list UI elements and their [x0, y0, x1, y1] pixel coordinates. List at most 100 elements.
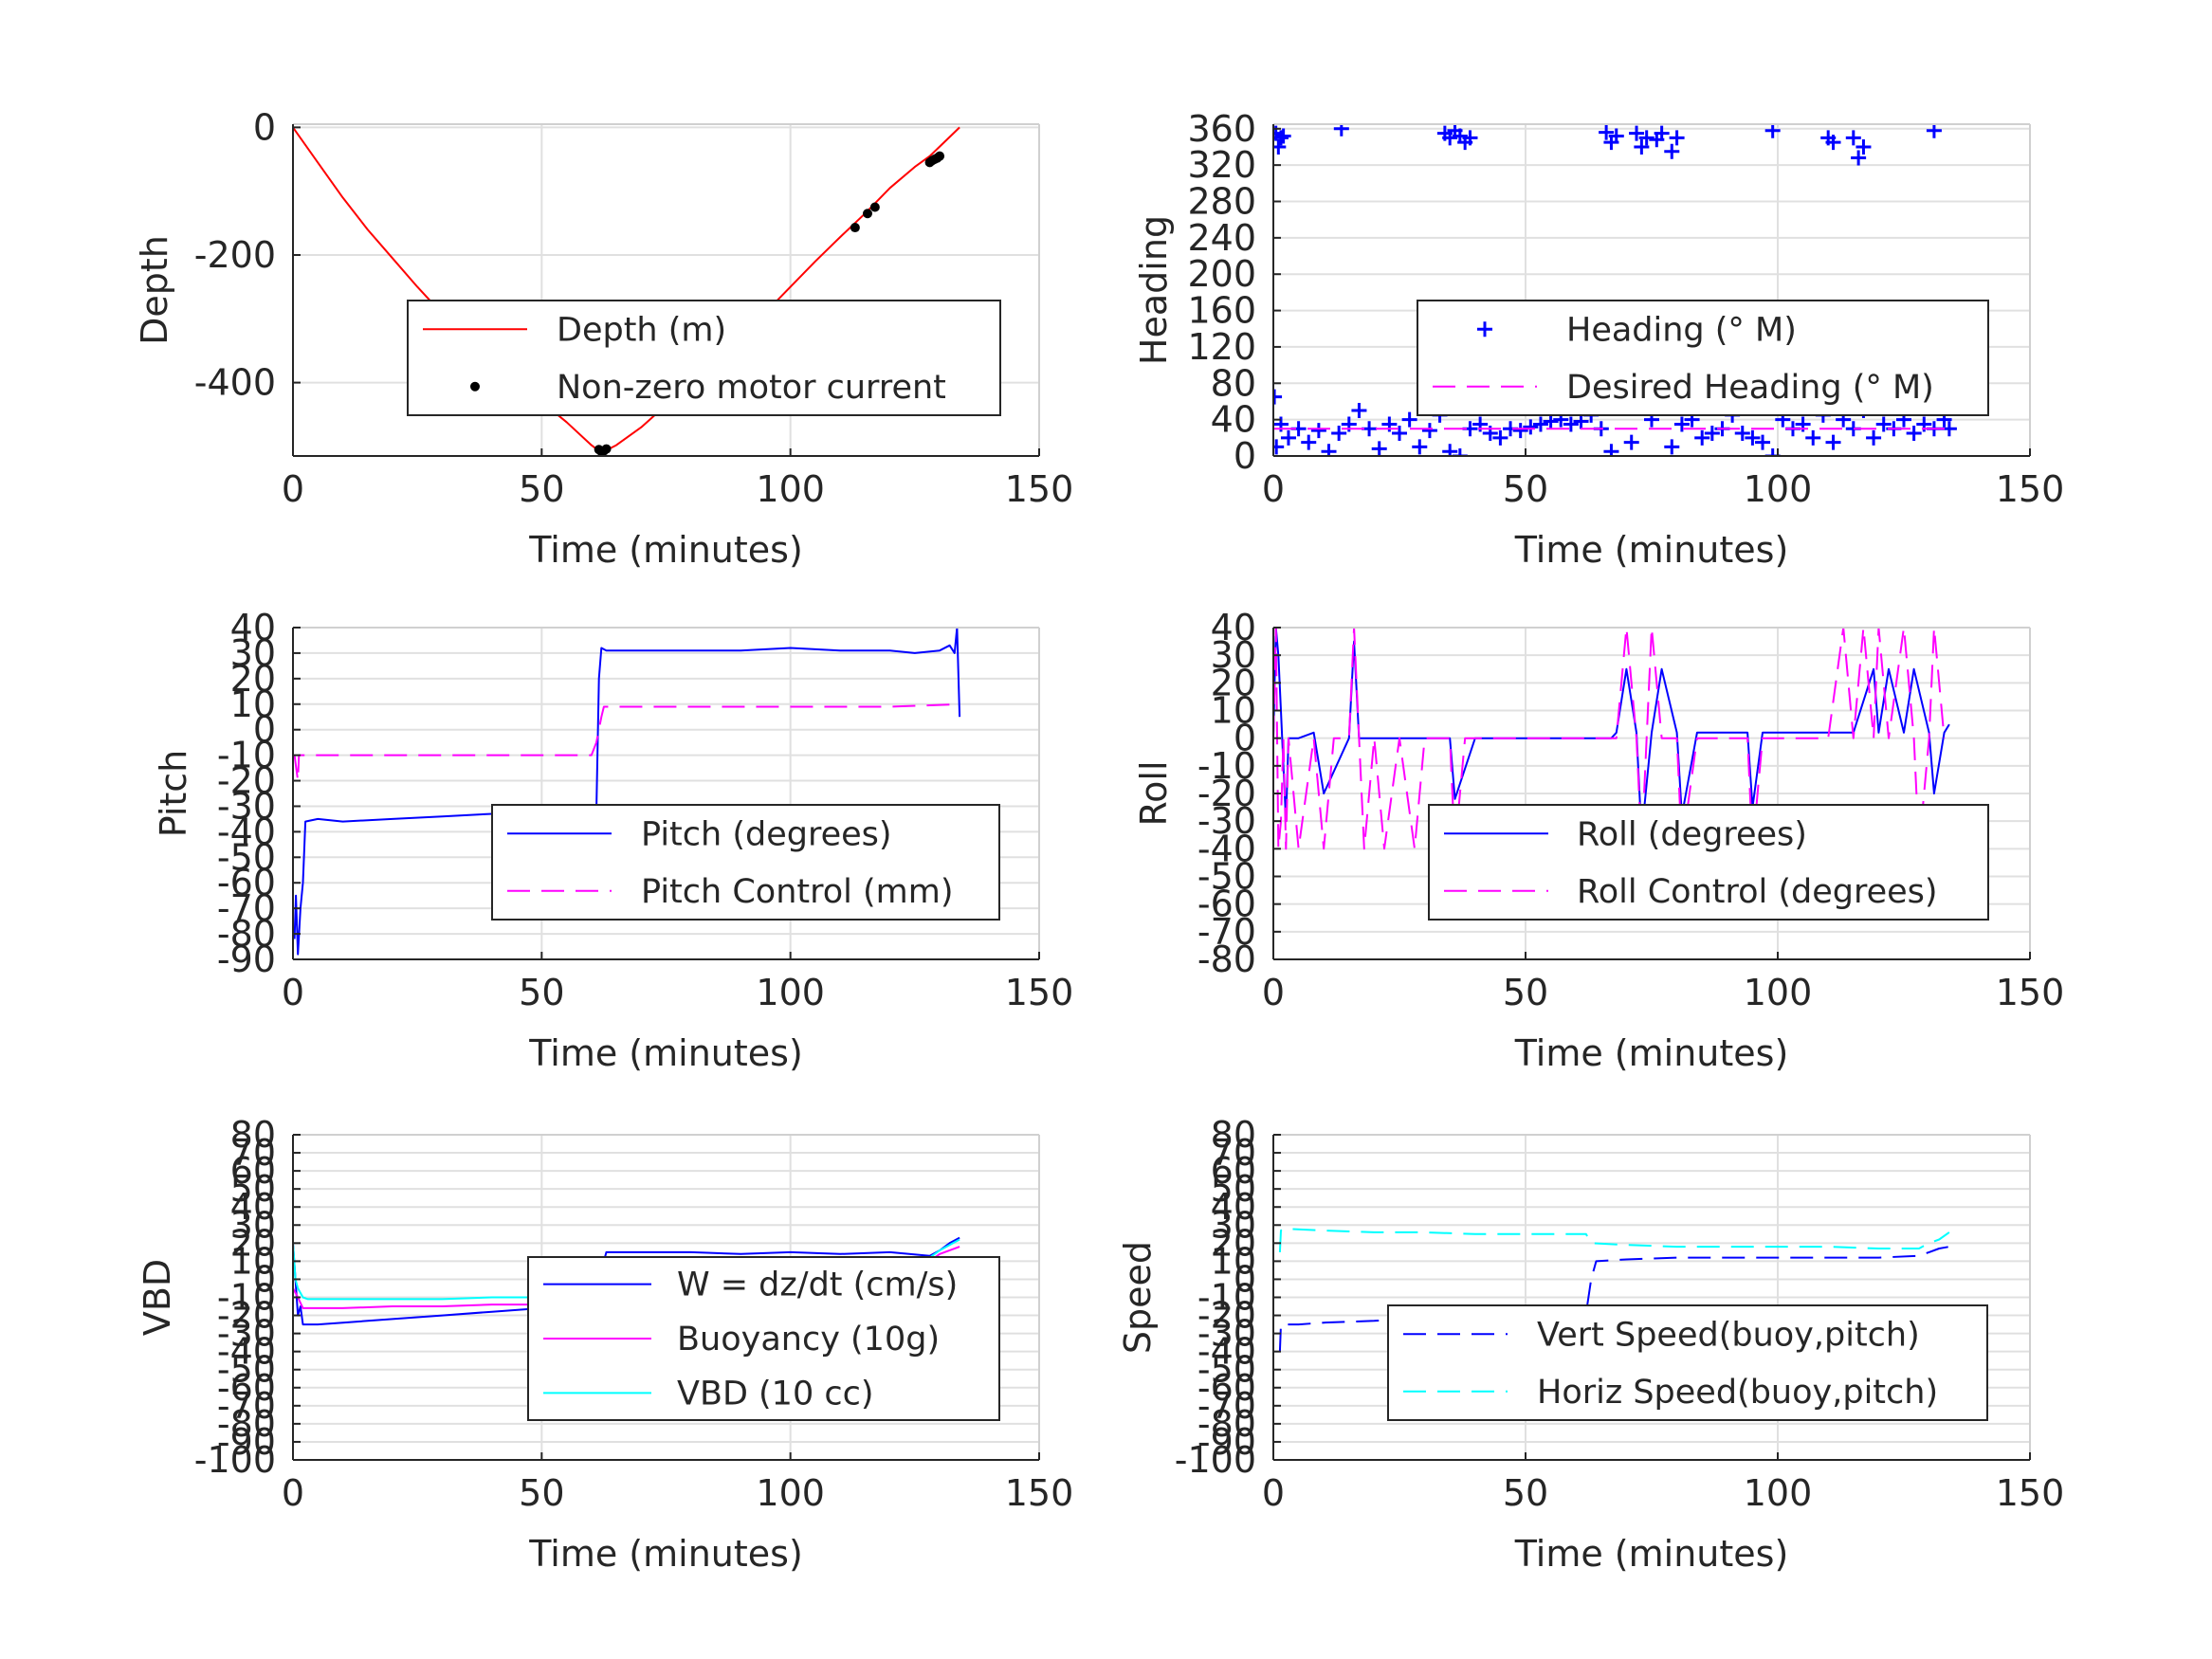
legend-label: Pitch Control (mm): [641, 873, 953, 911]
y-tick-label: -70: [1197, 911, 1256, 953]
y-tick-label: -50: [217, 836, 276, 878]
y-tick-label: 0: [1234, 435, 1256, 477]
heading-series-0-markers: [1273, 124, 1957, 456]
y-tick-label: -30: [217, 1313, 276, 1355]
depth-panel: 0 50 100 150 0 -200 -400 Time (minutes) Depth Dep…: [134, 106, 1073, 571]
y-tick-label: 280: [1187, 181, 1256, 223]
y-tick-label: 160: [1187, 290, 1256, 332]
legend-box: [407, 300, 1001, 416]
x-tick-label: 100: [756, 1472, 825, 1514]
y-tick-label: 20: [230, 1222, 276, 1264]
x-tick-label: 50: [1503, 1472, 1548, 1514]
heading-point: [1856, 138, 1872, 155]
y-tick-label: -20: [1197, 1295, 1256, 1337]
heading-point: [1851, 150, 1867, 166]
legend-label: Depth (m): [557, 311, 726, 349]
speed-legend: Vert Speed(buoy,pitch) Horiz Speed(buoy,p…: [1387, 1304, 1988, 1421]
heading-plot-area: [1273, 124, 1957, 456]
legend-label: Desired Heading (° M): [1566, 369, 1934, 407]
y-tick-label: 200: [1187, 253, 1256, 295]
heading-point: [1512, 423, 1528, 439]
y-tick-label: 0: [253, 709, 276, 751]
pitch-y-axis-label: Pitch: [153, 750, 194, 838]
heading-point: [1599, 124, 1615, 140]
y-tick-label: 60: [1211, 1150, 1256, 1192]
x-tick-label: 100: [1744, 468, 1813, 510]
heading-point: [1523, 419, 1539, 435]
heading-point: [1654, 125, 1670, 141]
speed-series-0-line: [1278, 1246, 1950, 1352]
legend-label: W = dz/dt (cm/s): [677, 1267, 958, 1304]
y-tick-label: -80: [1197, 939, 1256, 980]
legend-label: Horiz Speed(buoy,pitch): [1537, 1374, 1938, 1412]
x-tick-label: 50: [519, 468, 564, 510]
heading-point: [1745, 429, 1761, 446]
heading-point: [1875, 416, 1892, 432]
heading-point: [1704, 426, 1720, 442]
legend-box: [1428, 804, 1989, 921]
y-tick-label: 10: [1211, 1240, 1256, 1282]
y-tick-label: 360: [1187, 108, 1256, 150]
heading-point: [1532, 416, 1548, 432]
roll-y-axis-label: Roll: [1133, 760, 1175, 826]
speed-x-axis-label: Time (minutes): [1514, 1533, 1789, 1575]
y-tick-label: 20: [1211, 662, 1256, 703]
y-tick-label: 40: [230, 607, 276, 648]
motor-current-point: [869, 202, 880, 212]
heading-point: [1573, 413, 1589, 429]
y-tick-label: 80: [230, 1114, 276, 1156]
pitch-plot-area: [293, 628, 961, 956]
y-tick-label: -100: [194, 1439, 276, 1481]
y-tick-label: 320: [1187, 144, 1256, 186]
x-tick-label: 150: [1005, 1472, 1074, 1514]
y-tick-label: -80: [1197, 1403, 1256, 1445]
y-tick-label: -10: [1197, 1277, 1256, 1319]
y-tick-label: 60: [230, 1150, 276, 1192]
y-tick-label: -50: [217, 1349, 276, 1391]
x-tick-label: 50: [1503, 468, 1548, 510]
legend-label: Buoyancy (10g): [677, 1321, 940, 1358]
y-tick-label: 40: [230, 1186, 276, 1228]
heading-point: [1275, 128, 1291, 144]
x-tick-label: 0: [282, 972, 304, 1013]
legend-label: Non-zero motor current: [557, 369, 946, 407]
y-tick-label: 120: [1187, 326, 1256, 368]
depth-x-axis-label: Time (minutes): [528, 529, 803, 571]
y-tick-label: -40: [1197, 1331, 1256, 1373]
x-tick-label: 0: [282, 1472, 304, 1514]
heading-point: [1825, 434, 1841, 450]
y-tick-label: 70: [230, 1132, 276, 1174]
heading-point: [1664, 439, 1680, 455]
pitch-x-axis-label: Time (minutes): [528, 1032, 803, 1074]
heading-point: [1926, 124, 1942, 138]
heading-point: [1764, 124, 1781, 138]
heading-point: [1392, 426, 1407, 442]
y-tick-label: 40: [1211, 399, 1256, 441]
y-tick-label: -60: [1197, 884, 1256, 925]
pitch-series-0-line: [293, 628, 961, 956]
heading-x-axis-label: Time (minutes): [1514, 529, 1789, 571]
heading-point: [1310, 423, 1326, 439]
roll-series-1-line: [1273, 628, 1946, 850]
y-tick-label: -70: [217, 1385, 276, 1427]
x-tick-label: 100: [1744, 972, 1813, 1013]
heading-point: [1492, 429, 1508, 446]
legend-label: Roll Control (degrees): [1577, 873, 1938, 911]
legend-box: [1387, 1304, 1988, 1421]
legend-box: [491, 804, 1000, 921]
heading-point: [1301, 434, 1317, 450]
heading-point: [1331, 426, 1347, 442]
speed-panel: 0 50 100 15080706050403020100-10-20-30-40-5…: [1117, 1114, 2064, 1575]
y-tick-label: -20: [217, 760, 276, 802]
y-tick-label: 70: [1211, 1132, 1256, 1174]
legend-label: Roll (degrees): [1577, 815, 1807, 853]
heading-point: [1543, 413, 1559, 429]
y-tick-label: -30: [1197, 1313, 1256, 1355]
vbd-legend: W = dz/dt (cm/s) Buoyancy (10g) VBD (10 cc…: [527, 1256, 1000, 1421]
y-tick-label: 0: [1234, 1258, 1256, 1300]
heading-point: [1603, 444, 1619, 456]
y-tick-label: 10: [230, 1240, 276, 1282]
motor-current-point: [935, 151, 945, 161]
